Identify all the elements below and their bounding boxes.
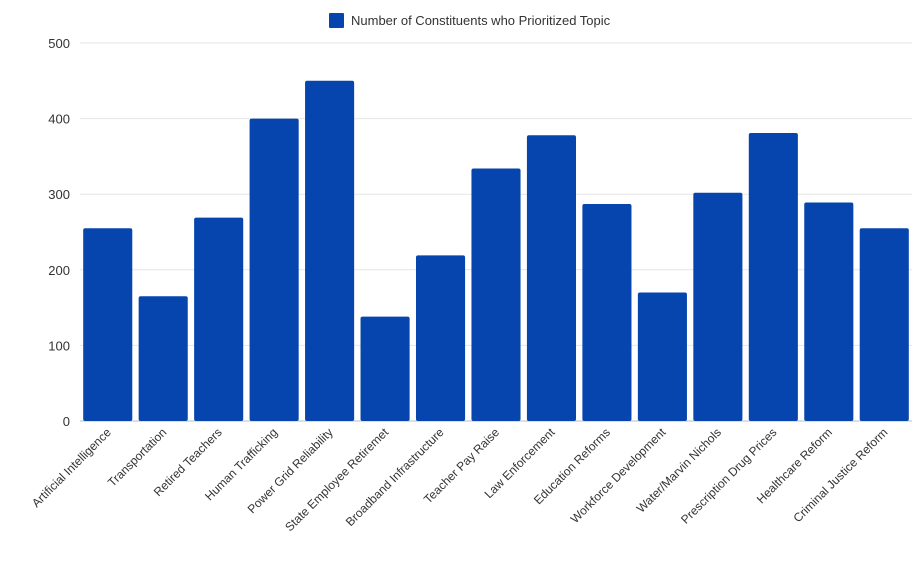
bar[interactable] — [361, 317, 410, 421]
bar[interactable] — [471, 168, 520, 421]
x-tick-label: Artificial Intelligence — [29, 425, 114, 510]
bar[interactable] — [693, 193, 742, 421]
bar[interactable] — [83, 228, 132, 421]
y-tick-label: 400 — [48, 112, 70, 127]
y-tick-label: 200 — [48, 263, 70, 278]
bar[interactable] — [305, 81, 354, 421]
legend-label: Number of Constituents who Prioritized T… — [351, 13, 611, 28]
bar[interactable] — [638, 292, 687, 421]
bar[interactable] — [804, 203, 853, 421]
bar[interactable] — [749, 133, 798, 421]
x-tick-label: Broadband Infrastructure — [343, 425, 447, 529]
bar[interactable] — [194, 218, 243, 421]
y-tick-label: 500 — [48, 36, 70, 51]
x-tick-label: Criminal Justice Reform — [790, 425, 890, 525]
legend-swatch — [329, 13, 344, 28]
bar[interactable] — [582, 204, 631, 421]
y-tick-label: 300 — [48, 187, 70, 202]
y-axis: 0 100 200 300 400 500 — [48, 36, 70, 429]
bar[interactable] — [250, 119, 299, 421]
legend[interactable]: Number of Constituents who Prioritized T… — [329, 13, 611, 28]
x-tick-label: Prescription Drug Prices — [678, 425, 779, 526]
x-tick-label: State Employee Retiremet — [282, 425, 391, 534]
x-axis: Artificial IntelligenceTransportationRet… — [29, 425, 890, 534]
bar[interactable] — [527, 135, 576, 421]
y-tick-label: 100 — [48, 338, 70, 353]
y-tick-label: 0 — [63, 414, 70, 429]
bar[interactable] — [860, 228, 909, 421]
bars — [83, 81, 909, 421]
bar[interactable] — [139, 296, 188, 421]
bar[interactable] — [416, 255, 465, 421]
x-tick-label: Workforce Development — [568, 425, 669, 526]
